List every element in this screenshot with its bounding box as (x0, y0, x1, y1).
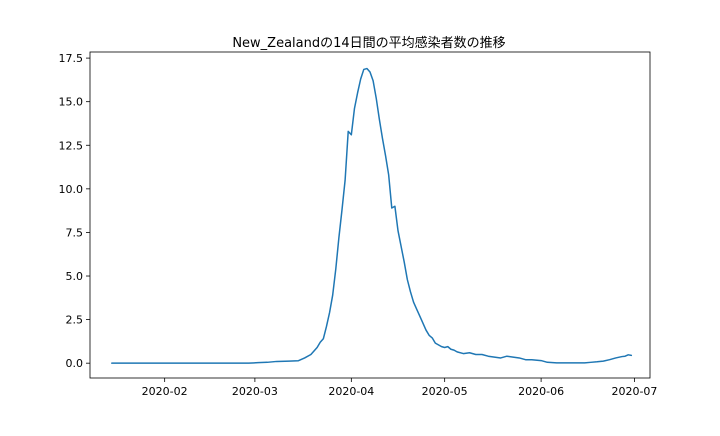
plot-area (111, 67, 633, 364)
y-tick-label: 0.0 (66, 357, 84, 370)
axis-ticks: 0.0 2.5 5.0 7.5 10.0 12.5 15.0 17.5 2020-02 2020-… (59, 52, 658, 398)
series-line-0 (111, 67, 633, 364)
y-tick-label: 17.5 (59, 52, 84, 65)
x-tick-label: 2020-02 (142, 385, 188, 398)
x-tick-label: 2020-04 (328, 385, 374, 398)
y-tick-label: 7.5 (66, 226, 84, 239)
y-tick-label: 12.5 (59, 139, 84, 152)
x-tick-label: 2020-06 (518, 385, 564, 398)
x-tick-label: 2020-07 (611, 385, 657, 398)
y-tick-label: 15.0 (59, 96, 84, 109)
chart-title: New_Zealandの14日間の平均感染者数の推移 (232, 35, 505, 51)
y-tick-label: 5.0 (66, 270, 84, 283)
plot-frame (89, 51, 651, 379)
y-tick-label: 2.5 (66, 314, 84, 327)
x-tick-label: 2020-03 (232, 385, 278, 398)
x-tick-label: 2020-05 (422, 385, 468, 398)
y-tick-label: 10.0 (59, 183, 84, 196)
